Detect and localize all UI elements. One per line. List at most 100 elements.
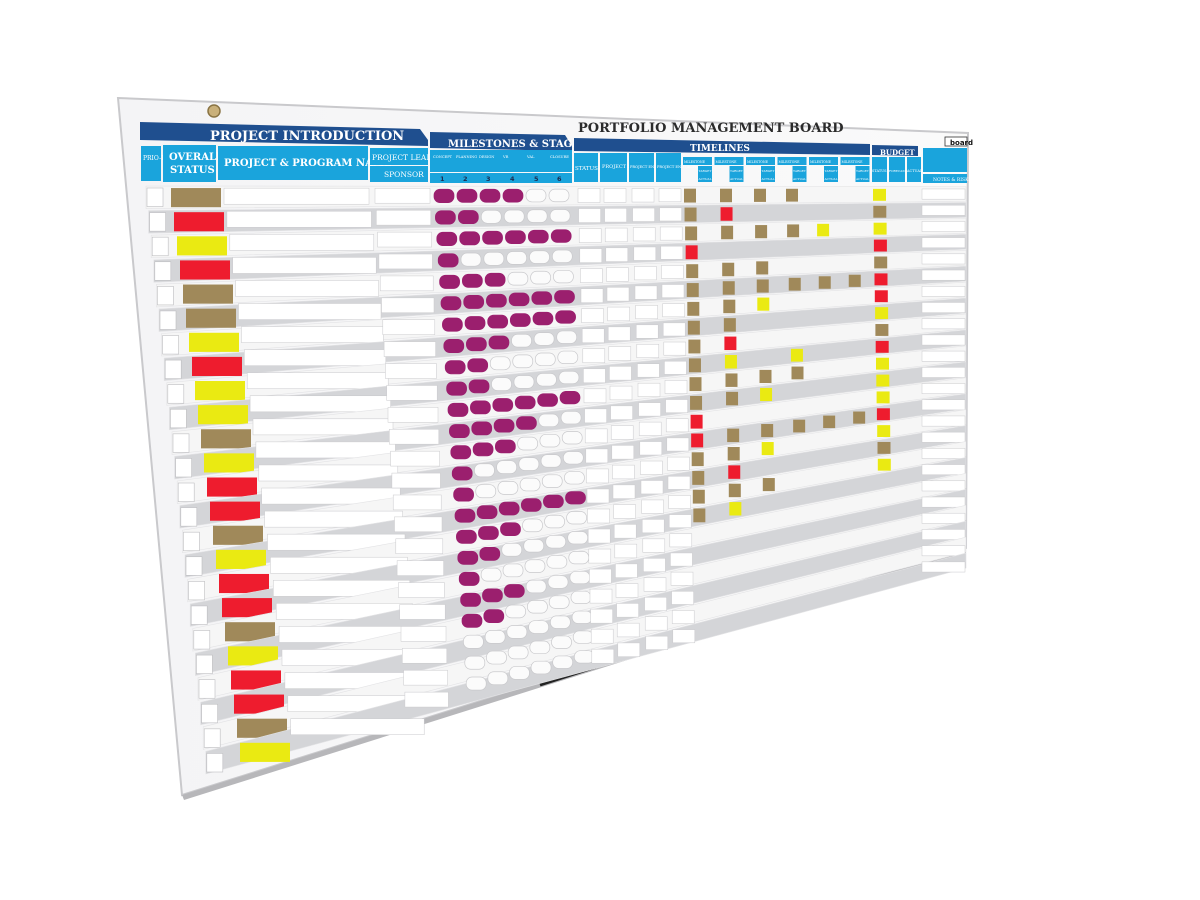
timeline-magnet[interactable]: [692, 471, 705, 485]
timeline-cell[interactable]: [671, 610, 695, 624]
timeline-magnet[interactable]: [693, 508, 706, 523]
timeline-cell[interactable]: [635, 324, 659, 339]
timeline-cell[interactable]: [608, 346, 632, 361]
milestone-magnet[interactable]: [493, 418, 515, 433]
status-magnet[interactable]: [219, 573, 269, 594]
timeline-magnet[interactable]: [692, 489, 705, 504]
timeline-cell[interactable]: [604, 208, 627, 223]
timeline-magnet[interactable]: [721, 225, 734, 240]
timeline-magnet[interactable]: [728, 483, 741, 498]
milestone-slot[interactable]: [557, 350, 579, 364]
timeline-magnet[interactable]: [817, 223, 830, 237]
status-magnet[interactable]: [183, 284, 233, 304]
project-name-field[interactable]: [290, 718, 425, 735]
milestone-slot[interactable]: [502, 563, 524, 578]
notes-field[interactable]: [921, 367, 966, 378]
milestone-slot[interactable]: [464, 655, 486, 670]
timeline-magnet[interactable]: [756, 261, 769, 275]
milestone-slot[interactable]: [561, 431, 583, 445]
timeline-magnet[interactable]: [848, 274, 861, 287]
project-lead-field[interactable]: [390, 450, 440, 467]
timeline-cell[interactable]: [586, 468, 609, 484]
status-magnet[interactable]: [228, 646, 278, 666]
milestone-slot[interactable]: [480, 567, 502, 582]
status-magnet[interactable]: [195, 381, 245, 401]
milestone-slot[interactable]: [517, 436, 538, 451]
timeline-magnet[interactable]: [690, 414, 703, 429]
milestone-magnet[interactable]: [433, 188, 455, 203]
milestone-slot[interactable]: [540, 454, 562, 468]
timeline-magnet[interactable]: [818, 276, 831, 289]
budget-magnet[interactable]: [876, 374, 890, 387]
project-lead-field[interactable]: [394, 516, 443, 533]
notes-field[interactable]: [921, 221, 966, 232]
milestone-magnet[interactable]: [476, 505, 498, 520]
status-magnet[interactable]: [237, 718, 287, 738]
milestone-magnet[interactable]: [459, 231, 481, 246]
timeline-cell[interactable]: [604, 227, 628, 243]
milestone-magnet[interactable]: [478, 526, 499, 540]
milestone-magnet[interactable]: [466, 337, 487, 352]
timeline-cell[interactable]: [585, 448, 609, 464]
milestone-slot[interactable]: [556, 330, 578, 344]
timeline-cell[interactable]: [590, 628, 614, 644]
timeline-cell[interactable]: [591, 648, 615, 664]
status-magnet[interactable]: [210, 501, 260, 521]
milestone-slot[interactable]: [566, 511, 587, 525]
budget-magnet[interactable]: [873, 239, 887, 252]
timeline-cell[interactable]: [581, 328, 605, 344]
milestone-slot[interactable]: [501, 542, 523, 557]
timeline-cell[interactable]: [607, 326, 631, 341]
timeline-cell[interactable]: [632, 207, 655, 222]
timeline-cell[interactable]: [580, 268, 603, 283]
milestone-slot[interactable]: [497, 481, 519, 495]
notes-field[interactable]: [921, 204, 966, 216]
milestone-magnet[interactable]: [436, 231, 458, 246]
timeline-magnet[interactable]: [729, 502, 742, 516]
project-lead-field[interactable]: [400, 626, 447, 642]
notes-field[interactable]: [921, 350, 966, 362]
timeline-cell[interactable]: [615, 563, 638, 578]
milestone-slot[interactable]: [530, 270, 551, 285]
timeline-cell[interactable]: [612, 464, 635, 480]
milestone-magnet[interactable]: [482, 230, 503, 245]
milestone-magnet[interactable]: [495, 439, 516, 454]
status-magnet[interactable]: [240, 742, 290, 762]
milestone-magnet[interactable]: [492, 398, 514, 412]
milestone-slot[interactable]: [509, 666, 530, 680]
notes-field[interactable]: [921, 561, 966, 573]
timeline-cell[interactable]: [664, 380, 688, 394]
timeline-cell[interactable]: [667, 475, 691, 490]
milestone-slot[interactable]: [525, 579, 547, 594]
timeline-magnet[interactable]: [688, 339, 701, 354]
milestone-magnet[interactable]: [500, 522, 521, 536]
milestone-slot[interactable]: [568, 551, 590, 565]
milestone-slot[interactable]: [523, 539, 545, 553]
project-lead-field[interactable]: [399, 604, 446, 620]
milestone-magnet[interactable]: [488, 335, 510, 350]
milestone-slot[interactable]: [545, 535, 567, 549]
status-magnet[interactable]: [198, 405, 248, 425]
project-lead-field[interactable]: [403, 669, 448, 686]
project-lead-field[interactable]: [404, 691, 449, 708]
timeline-cell[interactable]: [641, 519, 665, 534]
budget-magnet[interactable]: [873, 222, 887, 235]
milestone-slot[interactable]: [544, 514, 565, 529]
timeline-magnet[interactable]: [762, 478, 775, 492]
milestone-magnet[interactable]: [447, 402, 469, 417]
milestone-magnet[interactable]: [527, 229, 549, 244]
timeline-cell[interactable]: [611, 445, 635, 460]
milestone-magnet[interactable]: [449, 424, 470, 439]
timeline-magnet[interactable]: [823, 415, 836, 429]
milestone-slot[interactable]: [534, 352, 556, 367]
notes-field[interactable]: [921, 529, 966, 540]
project-name-field[interactable]: [238, 303, 382, 320]
project-lead-field[interactable]: [386, 385, 438, 401]
milestone-magnet[interactable]: [479, 188, 501, 203]
timeline-cell[interactable]: [640, 480, 664, 495]
timeline-magnet[interactable]: [690, 395, 703, 410]
timeline-magnet[interactable]: [790, 348, 803, 362]
notes-field[interactable]: [921, 431, 966, 443]
project-lead-field[interactable]: [378, 253, 433, 270]
project-lead-field[interactable]: [381, 297, 435, 313]
